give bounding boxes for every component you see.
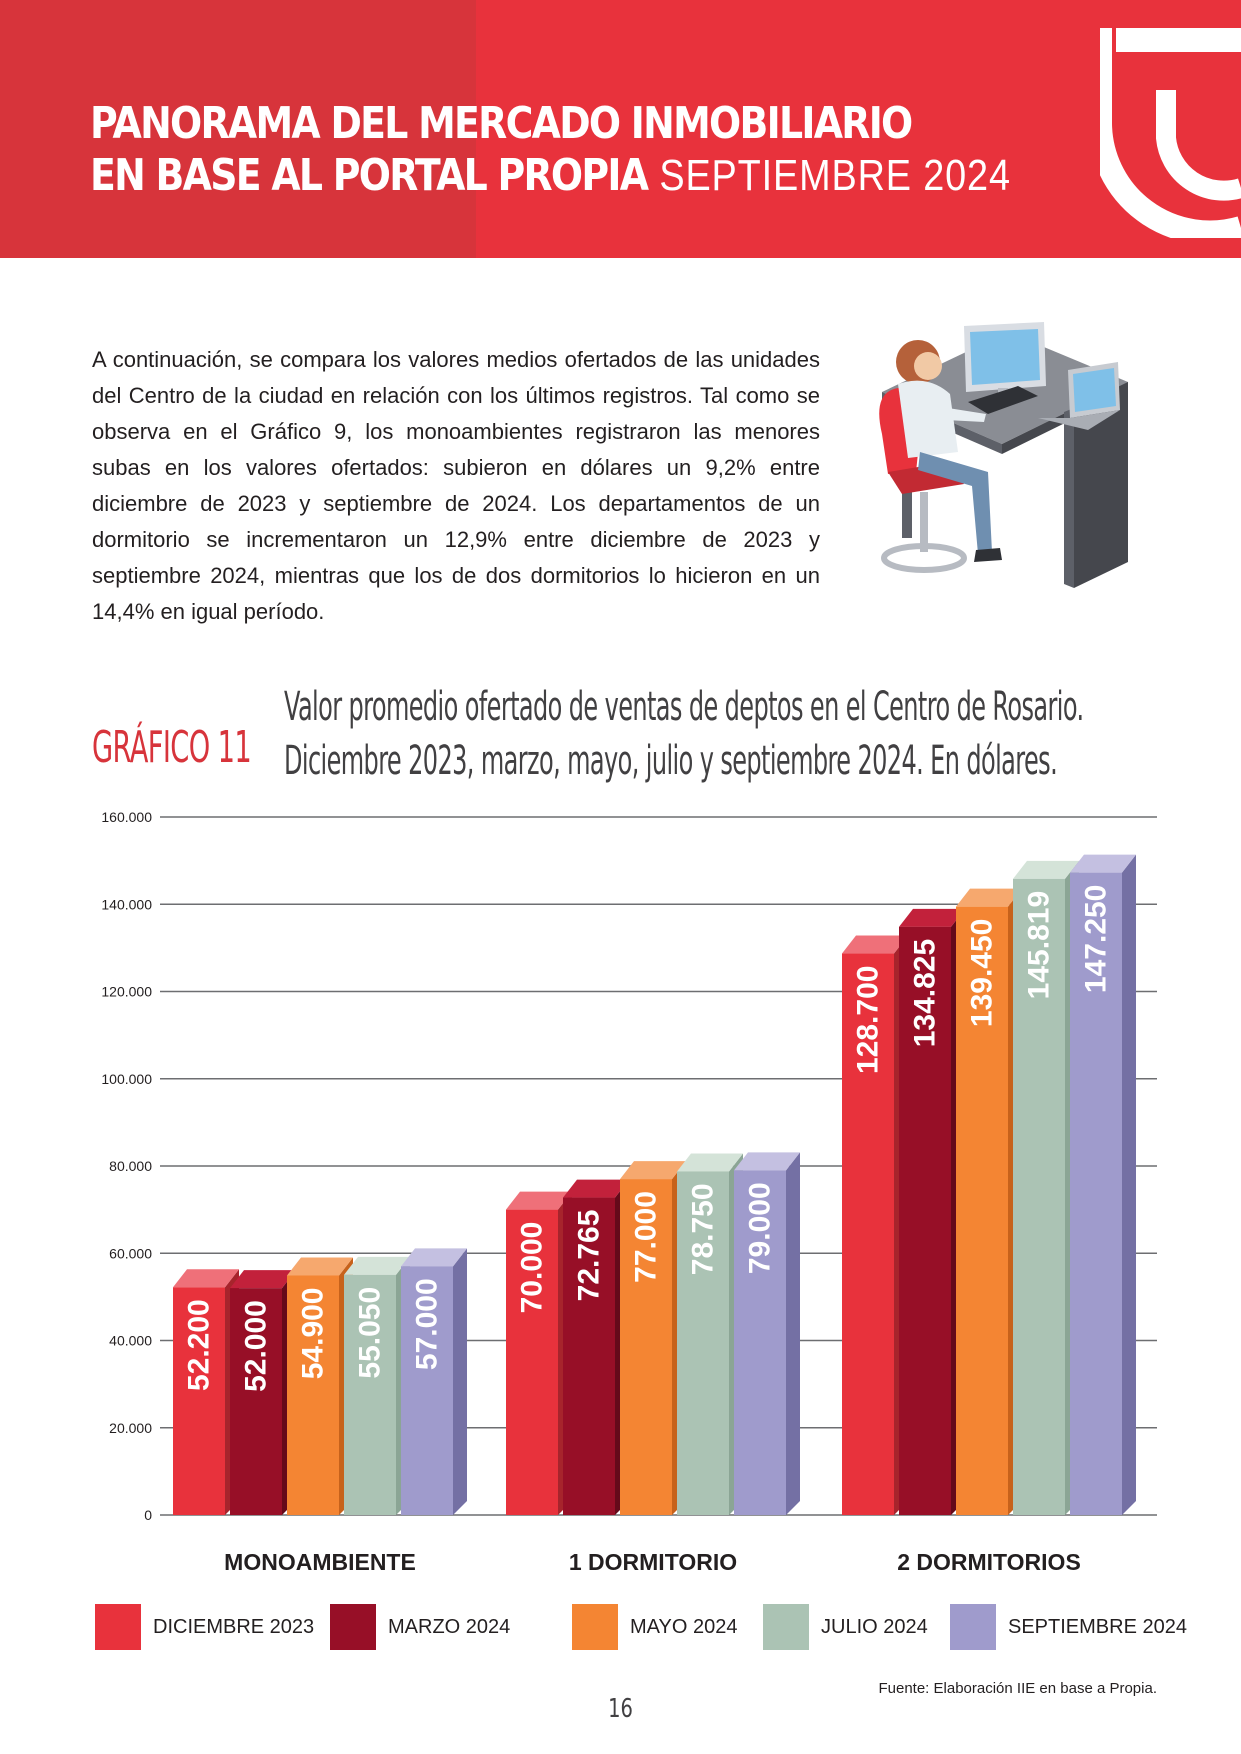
chart-title-line-1: Valor promedio ofertado de ventas de dep… (284, 684, 1084, 730)
data-label: 145.819 (1023, 891, 1056, 999)
bar (899, 926, 951, 1515)
bar (956, 906, 1008, 1515)
legend-swatch (95, 1604, 141, 1650)
propia-logo-icon (1100, 28, 1241, 238)
bar (842, 953, 894, 1515)
y-tick-label: 100.000 (101, 1071, 152, 1087)
x-category-label: MONOAMBIENTE (224, 1549, 416, 1575)
bar (173, 1287, 225, 1515)
data-label: 78.750 (687, 1183, 720, 1275)
legend-item: JULIO 2024 (763, 1603, 928, 1651)
x-category-label: 1 DORMITORIO (569, 1549, 737, 1575)
data-label: 72.765 (573, 1210, 606, 1302)
y-tick-label: 120.000 (101, 984, 152, 1000)
bar (620, 1179, 672, 1515)
bar-top (563, 1179, 629, 1198)
y-tick-label: 20.000 (109, 1420, 152, 1436)
legend-item: MAYO 2024 (572, 1603, 737, 1651)
legend-swatch (330, 1604, 376, 1650)
data-label: 52.000 (240, 1300, 273, 1392)
legend-item: SEPTIEMBRE 2024 (950, 1603, 1187, 1651)
page-header: PANORAMA DEL MERCADO INMOBILIARIO EN BAS… (0, 0, 1241, 258)
y-tick-label: 60.000 (109, 1245, 152, 1261)
legend-item: DICIEMBRE 2023 (95, 1603, 314, 1651)
bar-chart: 0 20.000 40.000 60.000 80.000 100.000 120.000 1… (101, 809, 1157, 1575)
chart-title-line-2: Diciembre 2023, marzo, mayo, julio y sep… (284, 738, 1058, 784)
chart-legend: DICIEMBRE 2023 MARZO 2024 MAYO 2024 JULIO 2… (95, 1603, 1187, 1651)
data-label: 54.900 (297, 1287, 330, 1379)
chart-label: GRÁFICO 11 (92, 722, 252, 773)
bar-side (786, 1152, 800, 1515)
page-number: 16 (608, 1694, 633, 1724)
bar (1070, 872, 1122, 1515)
legend-label: JULIO 2024 (821, 1615, 928, 1638)
legend-swatch (763, 1604, 809, 1650)
data-label: 70.000 (516, 1222, 549, 1314)
bar (677, 1171, 729, 1515)
bar (344, 1274, 396, 1515)
source-note: Fuente: Elaboración IIE en base a Propia… (878, 1680, 1157, 1697)
bar-side (453, 1248, 467, 1515)
bar-top (620, 1161, 686, 1180)
bar (506, 1209, 558, 1515)
intro-paragraph: A continuación, se compara los valores m… (92, 347, 820, 624)
bar-top (1013, 860, 1079, 879)
legend-label: MARZO 2024 (388, 1615, 511, 1638)
bar (287, 1275, 339, 1515)
bar-top (506, 1191, 572, 1210)
data-label: 134.825 (909, 939, 942, 1047)
report-title: PANORAMA DEL MERCADO INMOBILIARIO EN BAS… (90, 98, 1011, 202)
data-label: 52.200 (183, 1299, 216, 1391)
y-tick-label: 140.000 (101, 896, 152, 912)
bar-top (899, 908, 965, 927)
bar-top (230, 1270, 296, 1289)
data-label: 147.250 (1080, 885, 1113, 993)
legend-swatch (572, 1604, 618, 1650)
bar-top (677, 1153, 743, 1172)
data-label: 128.700 (852, 966, 885, 1074)
legend-label: SEPTIEMBRE 2024 (1008, 1615, 1187, 1638)
bar (563, 1197, 615, 1515)
bar-top (344, 1256, 410, 1275)
bar-top (734, 1152, 800, 1171)
x-category-label: 2 DORMITORIOS (897, 1549, 1081, 1575)
data-label: 77.000 (630, 1191, 663, 1283)
bar (1013, 878, 1065, 1515)
header-shade (0, 0, 476, 258)
legend-label: MAYO 2024 (630, 1615, 738, 1638)
y-tick-label: 160.000 (101, 809, 152, 825)
bar (734, 1170, 786, 1515)
bar-top (842, 935, 908, 954)
bar (401, 1266, 453, 1515)
y-tick-label: 40.000 (109, 1333, 152, 1349)
report-title-line-2: EN BASE AL PORTAL PROPIA (90, 150, 649, 201)
data-label: 57.000 (411, 1278, 444, 1370)
y-tick-label: 0 (144, 1507, 152, 1523)
legend-item: MARZO 2024 (330, 1603, 510, 1651)
data-label: 139.450 (966, 919, 999, 1027)
legend-swatch (950, 1604, 996, 1650)
bar-top (287, 1257, 353, 1276)
chart-title: Valor promedio ofertado de ventas de dep… (284, 680, 1084, 788)
bar-top (401, 1248, 467, 1267)
bar-top (956, 888, 1022, 907)
y-tick-label: 80.000 (109, 1158, 152, 1174)
legend-label: DICIEMBRE 2023 (153, 1615, 315, 1638)
bar-side (1122, 854, 1136, 1515)
bar-top (173, 1269, 239, 1288)
report-title-line-1: PANORAMA DEL MERCADO INMOBILIARIO (90, 98, 913, 149)
report-date: SEPTIEMBRE 2024 (659, 151, 1011, 200)
data-label: 55.050 (354, 1287, 387, 1379)
bar-top (1070, 854, 1136, 873)
office-worker-desk-illustration (879, 322, 1128, 588)
data-label: 79.000 (744, 1182, 777, 1274)
bar (230, 1288, 282, 1515)
